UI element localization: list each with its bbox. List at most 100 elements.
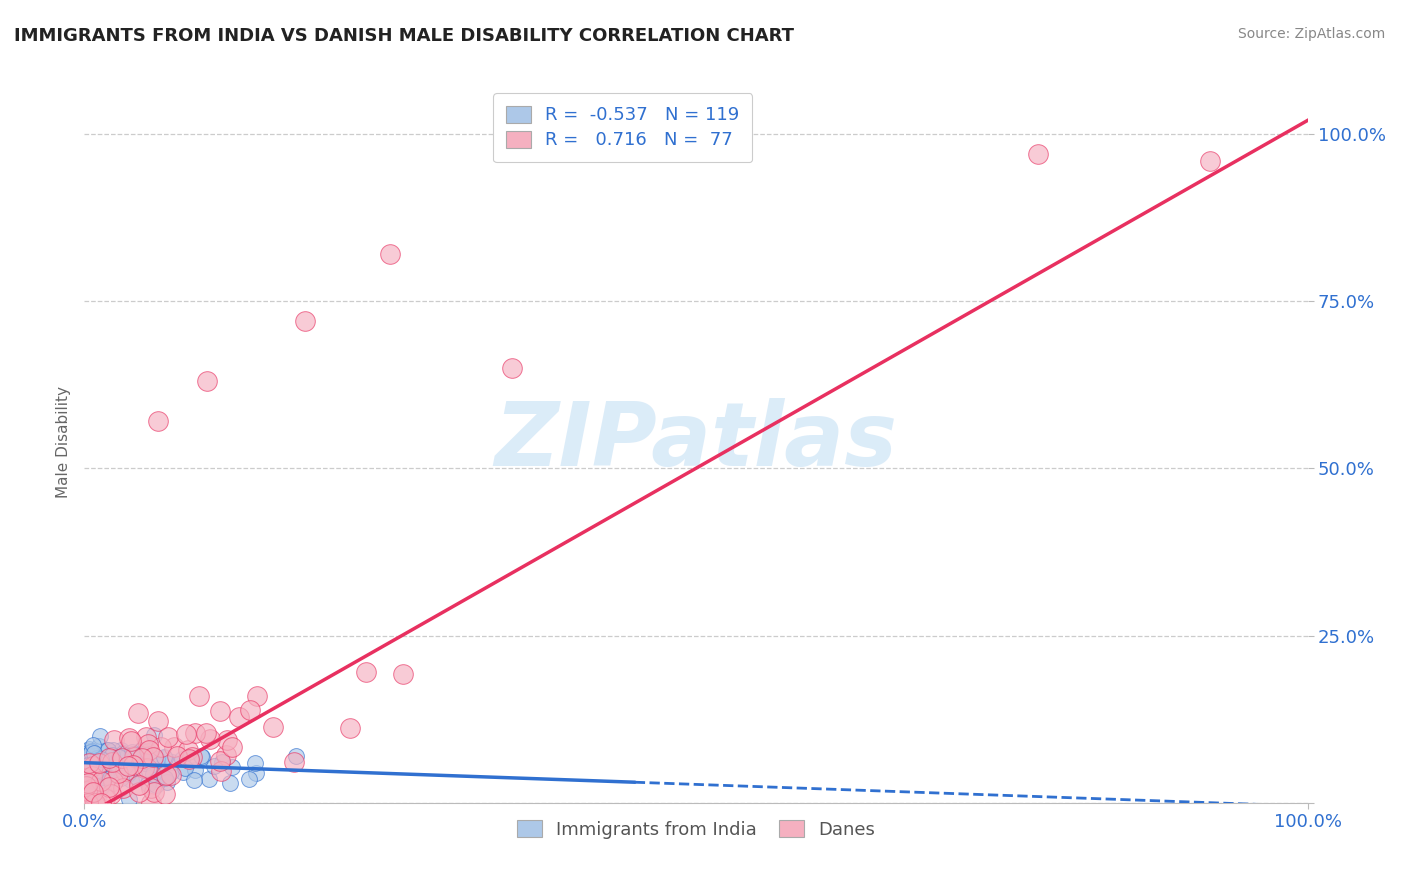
Point (134, 754, 156, 768)
Point (103, 767, 125, 781)
Point (98, 771, 121, 785)
Point (89, 777, 111, 791)
Point (86, 750, 108, 764)
Point (87, 764, 110, 778)
Point (90, 780, 112, 794)
Point (75, 760, 97, 774)
Point (173, 761, 195, 775)
Point (121, 745, 143, 759)
Point (111, 751, 134, 765)
Point (120, 772, 142, 787)
Point (97, 750, 120, 764)
Point (129, 743, 152, 757)
Point (100, 787, 122, 801)
Point (132, 761, 155, 775)
Point (149, 740, 172, 755)
Point (120, 756, 142, 770)
Point (101, 760, 124, 774)
Point (131, 750, 153, 764)
Point (114, 758, 136, 772)
Point (110, 772, 132, 786)
Point (82, 762, 104, 776)
Point (200, 731, 222, 746)
Point (101, 743, 124, 757)
Point (82, 759, 104, 773)
Point (77, 776, 100, 790)
Point (112, 752, 135, 766)
Point (107, 765, 129, 780)
Point (160, 768, 183, 782)
Text: ZIPatlas: ZIPatlas (495, 398, 897, 485)
Point (156, 730, 179, 744)
Point (89, 729, 111, 743)
Point (134, 756, 156, 771)
Point (79, 745, 101, 759)
Point (146, 772, 169, 786)
Point (339, 721, 361, 735)
Point (80, 768, 103, 782)
Point (83, 774, 105, 789)
Point (118, 764, 141, 779)
Point (145, 778, 167, 792)
Point (183, 764, 205, 778)
Point (170, 752, 193, 766)
Point (392, 666, 415, 681)
Point (77, 756, 100, 770)
Point (117, 759, 139, 773)
Point (108, 750, 131, 764)
Point (77, 758, 100, 772)
Point (83, 756, 105, 771)
Point (172, 764, 194, 779)
Point (98, 780, 121, 794)
Point (90, 758, 112, 772)
Point (91, 769, 114, 783)
Point (209, 754, 232, 768)
Point (94, 768, 117, 782)
Point (155, 751, 177, 765)
Point (110, 764, 132, 779)
Point (107, 760, 129, 774)
Point (141, 796, 163, 810)
Point (153, 750, 176, 764)
Point (159, 764, 181, 779)
Point (138, 764, 160, 779)
Point (155, 787, 177, 801)
Point (75, 758, 97, 772)
Point (76, 744, 98, 758)
Point (91, 770, 114, 784)
Point (76, 771, 98, 785)
Point (1028, 147, 1050, 161)
Point (245, 756, 267, 771)
Point (122, 758, 145, 772)
Point (128, 784, 150, 798)
Point (202, 759, 225, 773)
Point (76, 764, 98, 778)
Point (246, 689, 269, 703)
Point (84, 753, 107, 767)
Point (75, 764, 97, 779)
Point (127, 749, 149, 764)
Point (79, 742, 101, 756)
Point (90, 752, 112, 766)
Point (198, 772, 221, 787)
Point (136, 737, 159, 751)
Point (108, 763, 131, 777)
Point (80, 771, 103, 785)
Point (107, 759, 129, 773)
Point (195, 375, 218, 389)
Point (238, 772, 260, 786)
Point (84, 754, 107, 768)
Point (108, 779, 131, 793)
Point (120, 734, 142, 748)
Point (84, 761, 107, 775)
Point (145, 752, 167, 766)
Point (142, 766, 165, 780)
Point (94, 762, 117, 776)
Point (103, 733, 125, 747)
Point (143, 728, 166, 742)
Legend: Immigrants from India, Danes: Immigrants from India, Danes (508, 811, 884, 848)
Point (160, 756, 183, 770)
Point (191, 750, 214, 764)
Point (76, 784, 98, 798)
Point (117, 767, 139, 781)
